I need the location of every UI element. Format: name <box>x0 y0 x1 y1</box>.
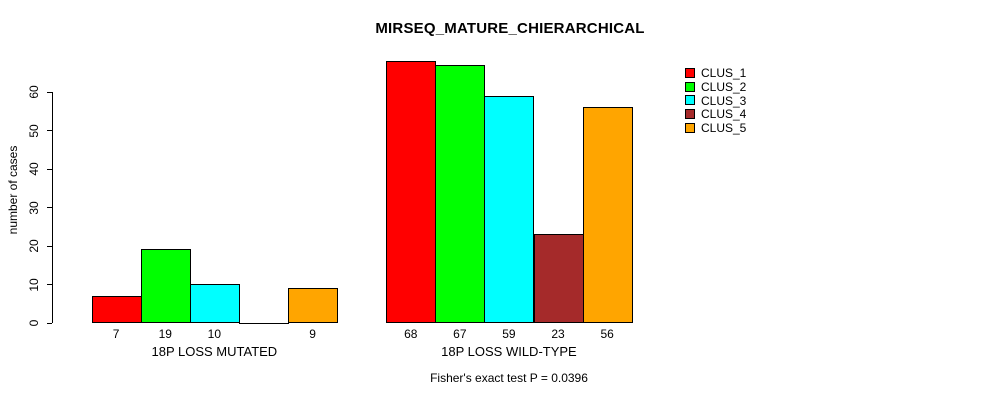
y-axis-tick <box>46 130 52 132</box>
bar-clus_4-zero <box>238 322 289 324</box>
chart-title: MIRSEQ_MATURE_CHIERARCHICAL <box>375 20 645 37</box>
legend-label: CLUS_2 <box>701 79 747 94</box>
y-tick-label: 10 <box>27 277 41 292</box>
y-axis-tick <box>46 168 52 170</box>
bar-clus_2 <box>140 249 191 324</box>
bar-clus_3 <box>189 284 240 324</box>
bar-value-label: 10 <box>207 327 222 341</box>
group-label: 18P LOSS WILD-TYPE <box>441 344 577 359</box>
y-axis-tick <box>46 91 52 93</box>
legend-swatch-clus_5 <box>685 123 695 134</box>
bar-value-label: 7 <box>112 327 120 341</box>
legend-item-clus_1: CLUS_1 <box>685 66 746 80</box>
legend-item-clus_2: CLUS_2 <box>685 80 746 94</box>
y-axis-tick <box>46 284 52 286</box>
bar-value-label: 23 <box>551 327 565 341</box>
legend-label: CLUS_3 <box>701 93 747 108</box>
legend-item-clus_5: CLUS_5 <box>685 121 746 135</box>
legend-label: CLUS_5 <box>701 121 747 136</box>
bar-value-label: 67 <box>453 327 467 341</box>
y-tick-label: 40 <box>27 162 41 176</box>
bar-clus_2 <box>435 64 486 324</box>
bar-clus_5 <box>288 287 339 324</box>
bar-value-label: 68 <box>404 327 418 341</box>
y-tick-label: 0 <box>27 319 41 327</box>
bar-value-label: 19 <box>158 327 172 341</box>
legend-label: CLUS_1 <box>701 65 747 80</box>
bar-clus_1 <box>386 61 437 324</box>
bar-clus_4 <box>533 234 584 324</box>
bar-clus_5 <box>582 107 633 324</box>
y-tick-label: 20 <box>27 239 41 253</box>
bar-clus_3 <box>484 95 535 324</box>
legend: CLUS_1 CLUS_2 CLUS_3 CLUS_4 CLUS_5 <box>685 66 746 135</box>
legend-item-clus_3: CLUS_3 <box>685 94 746 108</box>
y-tick-label: 50 <box>27 124 41 138</box>
legend-swatch-clus_1 <box>685 67 695 78</box>
legend-item-clus_4: CLUS_4 <box>685 107 746 121</box>
legend-swatch-clus_4 <box>685 109 695 120</box>
fisher-test-annotation: Fisher's exact test P = 0.0396 <box>430 371 588 385</box>
y-axis-tick <box>46 207 52 209</box>
group-label: 18P LOSS MUTATED <box>151 344 278 359</box>
y-axis-tick <box>46 245 52 247</box>
bar-clus_1 <box>91 295 142 324</box>
y-axis-tick <box>46 322 52 324</box>
y-tick-label: 60 <box>27 85 41 99</box>
legend-swatch-clus_2 <box>685 81 695 92</box>
bar-value-label: 59 <box>502 327 516 341</box>
legend-label: CLUS_4 <box>701 107 747 122</box>
y-tick-label: 30 <box>27 200 41 215</box>
bar-value-label: 56 <box>600 327 614 341</box>
bar-value-label: 9 <box>309 327 316 341</box>
y-axis-line <box>51 91 53 324</box>
legend-swatch-clus_3 <box>685 95 695 106</box>
y-axis-label: number of cases <box>6 145 20 235</box>
